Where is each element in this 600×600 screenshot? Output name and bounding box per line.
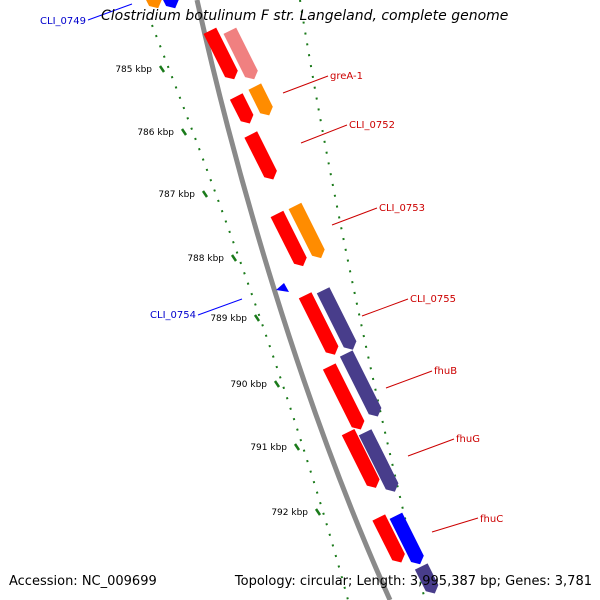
map-title: Clostridium botulinum F str. Langeland, … (101, 8, 509, 24)
gene-label: greA-1 (330, 71, 363, 82)
kbp-tick-label: 792 kbp (271, 508, 308, 518)
kbp-tick-mark (201, 190, 209, 198)
gene-label-leader (282, 75, 329, 94)
cds-block (270, 210, 307, 267)
forward-gene-block (163, 0, 179, 9)
gene-label: fhuC (480, 514, 503, 525)
kbp-tick-label: 790 kbp (230, 380, 267, 390)
gene-label-leader (87, 3, 133, 21)
forward-gene-marker (276, 283, 289, 292)
kbp-tick-mark (293, 443, 301, 451)
cds-block (244, 131, 277, 180)
kbp-tick-label: 785 kbp (115, 65, 152, 75)
gene-label: CLI_0753 (379, 203, 425, 214)
gene-label: fhuG (456, 434, 480, 445)
kbp-tick-label: 791 kbp (250, 443, 287, 453)
kbp-tick-mark (230, 254, 238, 262)
kbp-tick-label: 786 kbp (137, 128, 174, 138)
topology-text: Topology: circular; Length: 3,995,387 bp… (234, 574, 592, 589)
trna-block (146, 0, 162, 9)
kbp-ticks: 785 kbp 786 kbp 787 kbp 788 kbp 789 kbp 790 k… (115, 65, 322, 518)
accession-text: Accession: NC_009699 (9, 574, 157, 589)
kbp-tick-mark (253, 314, 261, 322)
gene-label-leader (431, 517, 479, 533)
kbp-tick-mark (273, 380, 281, 388)
gene-labels: greA-1 CLI_0752 CLI_0753 CLI_0755 fhuB fhuG fh… (40, 3, 503, 533)
feature-block (223, 27, 258, 80)
gene-label-leader (361, 298, 409, 317)
forward-gene-block (389, 512, 424, 565)
kbp-tick-mark (158, 65, 166, 73)
genome-backbone (194, 0, 393, 600)
kbp-tick-mark (314, 508, 322, 516)
gene-label: CLI_0755 (410, 294, 456, 305)
feature-block (316, 287, 357, 350)
kbp-tick-label: 789 kbp (210, 314, 247, 324)
gene-label-leader (407, 438, 455, 457)
trna-block (248, 83, 273, 116)
gene-label: fhuB (434, 366, 457, 377)
gene-features (146, 0, 439, 594)
gene-label-leader (331, 207, 378, 226)
gene-label-leader (197, 298, 243, 316)
feature-block (414, 563, 439, 594)
feature-block (339, 350, 382, 417)
gene-label-leader (300, 124, 348, 144)
cds-block (203, 27, 238, 80)
cds-block (322, 363, 365, 430)
cds-block (372, 514, 405, 563)
cds-block (229, 93, 254, 124)
feature-block (358, 429, 399, 492)
cds-block (341, 429, 380, 488)
gene-label: CLI_0749 (40, 16, 86, 27)
gene-label: CLI_0754 (150, 310, 196, 321)
kbp-tick-label: 787 kbp (158, 190, 195, 200)
trna-block (288, 202, 325, 259)
cds-block (298, 292, 339, 355)
outer-dotted-ring (299, 0, 426, 600)
kbp-tick-label: 788 kbp (187, 254, 224, 264)
gene-label: CLI_0752 (349, 120, 395, 131)
gene-label-leader (385, 370, 433, 389)
kbp-tick-mark (180, 128, 188, 136)
